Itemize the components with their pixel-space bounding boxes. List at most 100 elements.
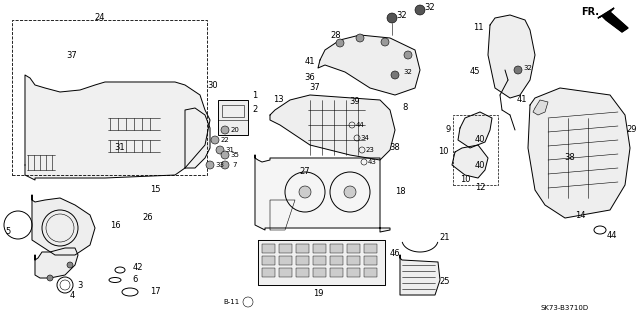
Bar xyxy=(313,268,326,277)
Text: B-11: B-11 xyxy=(224,299,240,305)
Text: 43: 43 xyxy=(367,159,376,165)
Text: 22: 22 xyxy=(221,137,229,143)
Circle shape xyxy=(47,275,53,281)
Text: 35: 35 xyxy=(230,152,239,158)
Circle shape xyxy=(299,186,311,198)
Polygon shape xyxy=(598,8,628,32)
Polygon shape xyxy=(32,195,95,255)
Text: 13: 13 xyxy=(273,95,284,105)
Bar xyxy=(279,268,292,277)
Text: 26: 26 xyxy=(143,213,154,222)
Bar xyxy=(279,256,292,265)
Polygon shape xyxy=(185,108,210,168)
Circle shape xyxy=(387,13,397,23)
Text: SK73-B3710D: SK73-B3710D xyxy=(541,305,589,311)
Bar xyxy=(364,244,377,253)
Polygon shape xyxy=(318,35,420,95)
Text: 7: 7 xyxy=(233,162,237,168)
Text: 21: 21 xyxy=(440,234,451,242)
Bar xyxy=(330,268,343,277)
Bar xyxy=(453,115,498,185)
Text: 41: 41 xyxy=(305,57,316,66)
Text: 33: 33 xyxy=(216,162,225,168)
Text: 16: 16 xyxy=(109,220,120,229)
Text: 10: 10 xyxy=(460,175,470,184)
Text: 38: 38 xyxy=(390,144,401,152)
Text: 27: 27 xyxy=(300,167,310,176)
Text: 11: 11 xyxy=(473,24,483,33)
Circle shape xyxy=(221,161,229,169)
Text: 31: 31 xyxy=(115,144,125,152)
Text: 23: 23 xyxy=(365,147,374,153)
Text: 44: 44 xyxy=(607,231,617,240)
Text: 32: 32 xyxy=(425,4,435,12)
Text: 15: 15 xyxy=(150,186,160,195)
Bar xyxy=(364,256,377,265)
Text: 6: 6 xyxy=(132,276,138,285)
Text: 46: 46 xyxy=(390,249,400,257)
Circle shape xyxy=(381,38,389,46)
Text: 8: 8 xyxy=(403,103,408,113)
Text: 5: 5 xyxy=(5,227,11,236)
Text: 40: 40 xyxy=(475,136,485,145)
Polygon shape xyxy=(255,155,390,232)
Text: 2: 2 xyxy=(252,106,258,115)
Bar xyxy=(222,105,244,117)
Text: FR.: FR. xyxy=(581,7,599,17)
Text: 20: 20 xyxy=(230,127,239,133)
Text: 41: 41 xyxy=(516,95,527,105)
Text: 32: 32 xyxy=(524,65,532,71)
Polygon shape xyxy=(270,95,395,160)
Text: 18: 18 xyxy=(395,188,405,197)
Text: 32: 32 xyxy=(404,69,412,75)
Circle shape xyxy=(336,39,344,47)
Polygon shape xyxy=(35,248,78,278)
Polygon shape xyxy=(528,88,630,218)
Polygon shape xyxy=(258,240,385,285)
Circle shape xyxy=(67,262,73,268)
Text: 29: 29 xyxy=(627,125,637,135)
Bar xyxy=(262,244,275,253)
Bar xyxy=(347,244,360,253)
Circle shape xyxy=(514,66,522,74)
Text: 37: 37 xyxy=(310,84,321,93)
Circle shape xyxy=(211,136,219,144)
Text: 34: 34 xyxy=(360,135,369,141)
Circle shape xyxy=(221,151,229,159)
Text: 1: 1 xyxy=(252,91,258,100)
Text: 10: 10 xyxy=(438,147,448,157)
Text: 40: 40 xyxy=(475,160,485,169)
Text: 31: 31 xyxy=(225,147,234,153)
Polygon shape xyxy=(488,15,535,98)
Bar xyxy=(279,244,292,253)
Text: 17: 17 xyxy=(150,287,160,296)
Text: 25: 25 xyxy=(440,278,451,286)
Text: 9: 9 xyxy=(445,125,451,135)
Text: 42: 42 xyxy=(132,263,143,272)
Circle shape xyxy=(391,71,399,79)
Bar xyxy=(262,256,275,265)
Bar xyxy=(12,20,207,175)
Bar xyxy=(347,268,360,277)
Circle shape xyxy=(415,5,425,15)
Circle shape xyxy=(344,186,356,198)
Text: 4: 4 xyxy=(69,291,75,300)
Polygon shape xyxy=(533,100,548,115)
Bar xyxy=(296,268,309,277)
Circle shape xyxy=(356,34,364,42)
Circle shape xyxy=(404,51,412,59)
Text: 3: 3 xyxy=(77,280,83,290)
Polygon shape xyxy=(25,75,210,180)
Text: 36: 36 xyxy=(305,73,316,83)
Text: 24: 24 xyxy=(95,13,105,23)
Bar xyxy=(262,268,275,277)
Text: 44: 44 xyxy=(356,122,364,128)
Bar xyxy=(313,256,326,265)
Text: 38: 38 xyxy=(564,153,575,162)
Polygon shape xyxy=(400,255,440,295)
Bar xyxy=(296,244,309,253)
Bar xyxy=(364,268,377,277)
Circle shape xyxy=(216,146,224,154)
Bar xyxy=(347,256,360,265)
Text: 45: 45 xyxy=(470,68,480,77)
